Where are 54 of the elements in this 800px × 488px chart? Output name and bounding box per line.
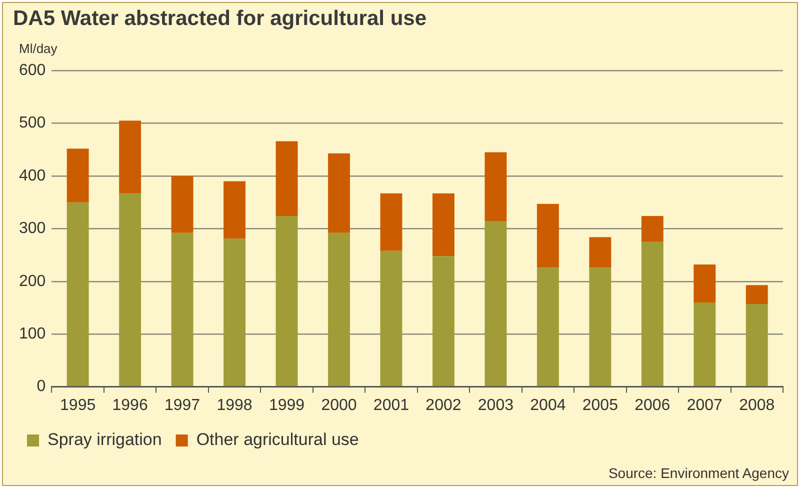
x-tick-label: 1997 — [164, 396, 200, 414]
x-tick-label: 2006 — [634, 396, 670, 414]
bar — [432, 256, 454, 386]
bar — [119, 193, 142, 386]
bar — [224, 238, 246, 386]
bar — [171, 232, 194, 386]
y-tick-label: 200 — [18, 272, 46, 290]
bar — [119, 120, 142, 194]
bar — [276, 141, 298, 216]
y-tick-label: 0 — [36, 378, 46, 396]
x-tick-label: 1995 — [60, 396, 96, 414]
x-tick-label: 2001 — [373, 396, 410, 414]
bar — [171, 176, 194, 233]
x-tick-label: 2000 — [321, 396, 357, 414]
source-note: Source: Environment Agency — [608, 465, 789, 481]
bar — [380, 250, 402, 386]
bar — [589, 237, 612, 268]
y-tick-label: 300 — [18, 220, 46, 238]
chart-title: DA5 Water abstracted for agricultural use — [13, 7, 426, 31]
bar — [641, 242, 664, 386]
bar — [484, 152, 507, 222]
y-tick-label: 600 — [18, 62, 46, 80]
bar — [746, 285, 768, 304]
x-tick-label: 2002 — [426, 396, 462, 414]
x-tick-label: 2004 — [530, 396, 566, 414]
bar — [328, 153, 350, 233]
x-tick-label: 2007 — [686, 396, 723, 414]
bar — [641, 216, 664, 242]
bar — [380, 193, 402, 251]
bar — [746, 304, 768, 386]
bar — [589, 268, 612, 386]
bar — [432, 193, 454, 256]
x-tick-label: 2008 — [739, 396, 775, 414]
bar — [484, 221, 507, 386]
y-tick-label: 400 — [18, 167, 46, 184]
x-tick-label: 1996 — [112, 396, 148, 414]
bar — [66, 148, 89, 202]
x-tick-label: 1999 — [268, 396, 305, 414]
x-tick-label: 1998 — [216, 396, 252, 414]
legend-label: Other agricultural use — [196, 430, 359, 450]
y-tick-label: 500 — [18, 114, 46, 132]
bar — [328, 232, 350, 386]
legend-label: Spray irrigation — [48, 430, 162, 450]
bar — [694, 264, 716, 302]
y-axis-title: Ml/day — [19, 41, 58, 56]
x-tick-label: 2003 — [478, 396, 514, 414]
bar — [536, 204, 559, 268]
x-tick-label: 2005 — [582, 396, 618, 414]
y-tick-label: 100 — [18, 326, 46, 343]
bar — [694, 302, 716, 386]
bar — [224, 181, 246, 239]
bar — [276, 216, 298, 386]
bar — [66, 202, 89, 386]
bar — [536, 268, 559, 386]
